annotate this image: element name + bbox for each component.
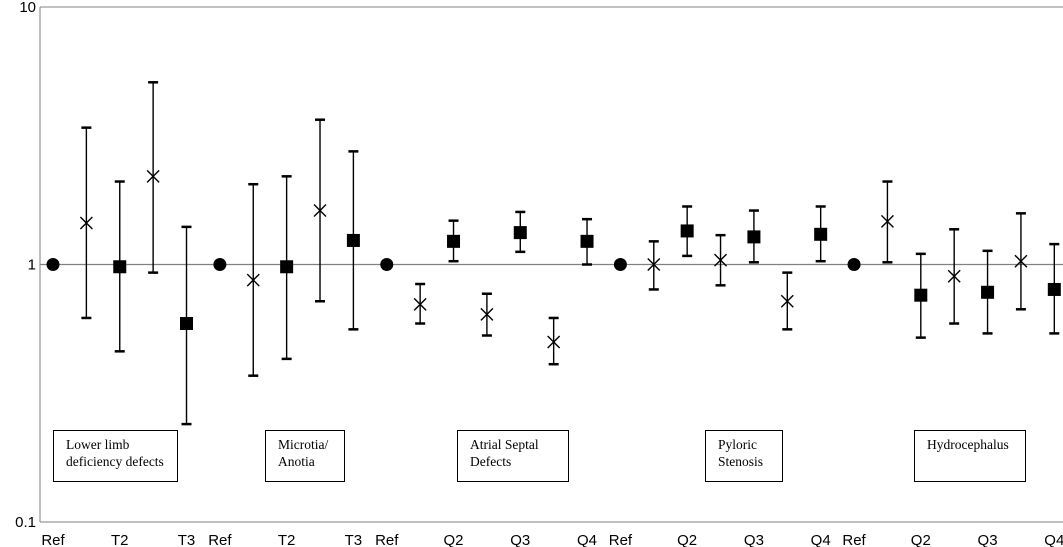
x-tick-label: T2 [111,532,129,547]
x-point [647,258,661,271]
x-point [780,294,794,308]
square-point [814,227,828,241]
y-tick-label: 0.1 [15,514,36,531]
square-point [346,233,360,247]
x-tick-label: Q4 [1044,532,1063,547]
group-label-box: Hydrocephalus [914,430,1026,482]
x-tick-label: Q2 [911,532,931,547]
x-tick-label: Q3 [510,532,530,547]
square-point [280,260,294,274]
x-point [79,216,93,230]
x-point [547,335,561,349]
x-point [413,297,427,311]
square-point [914,288,928,302]
group-label-box: Microtia/ Anotia [265,430,345,482]
x-tick-label: Q4 [577,532,597,547]
square-point [747,230,761,244]
x-tick-label: T3 [345,532,363,547]
square-point [180,317,194,331]
ref-point [380,258,394,271]
group-label-box: Lower limb deficiency defects [53,430,178,482]
x-tick-label: Q3 [978,532,998,547]
x-tick-label: Q2 [444,532,464,547]
group-label-box: Pyloric Stenosis [705,430,783,482]
y-tick-label: 10 [19,0,36,16]
x-tick-label: Ref [609,532,633,547]
x-tick-label: Ref [375,532,399,547]
square-point [513,226,527,240]
x-tick-label: Ref [208,532,232,547]
x-tick-label: T2 [278,532,296,547]
x-point [1014,254,1028,268]
square-point [680,224,694,238]
square-point [981,285,995,299]
square-point [113,260,127,274]
x-tick-label: Ref [41,532,65,547]
square-point [447,234,461,248]
x-point [246,273,260,287]
ref-point [847,258,861,271]
x-tick-label: Q4 [811,532,831,547]
x-tick-label: Q2 [677,532,697,547]
x-tick-label: Q3 [744,532,764,547]
y-tick-label: 1 [28,257,36,274]
x-point [480,307,494,321]
x-point [146,169,160,183]
x-point [313,204,327,218]
ref-point [213,258,227,271]
x-point [880,214,894,228]
ref-point [613,258,627,271]
x-tick-label: T3 [178,532,196,547]
x-point [714,253,728,267]
group-label-box: Atrial Septal Defects [457,430,569,482]
square-point [1047,282,1061,296]
ref-point [46,258,60,271]
square-point [580,234,594,248]
x-tick-label: Ref [842,532,866,547]
x-point [947,269,961,283]
